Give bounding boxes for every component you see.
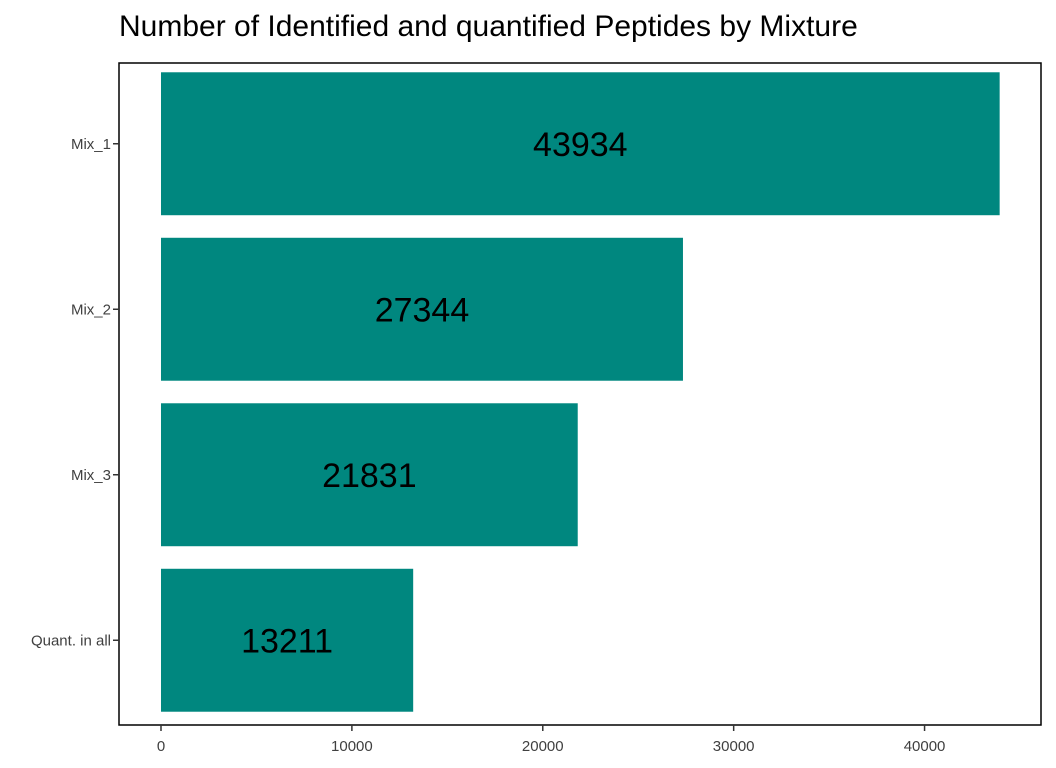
x-axis: 0 10000 20000 30000 40000 bbox=[157, 725, 946, 755]
x-tick-label: 30000 bbox=[713, 738, 755, 755]
bar-value-label: 43934 bbox=[533, 126, 628, 164]
bar-value-label: 13211 bbox=[241, 622, 333, 660]
y-tick-label: Mix_3 bbox=[71, 467, 111, 484]
y-tick-label: Mix_2 bbox=[71, 301, 111, 318]
x-tick-label: 10000 bbox=[331, 738, 373, 755]
bar bbox=[160, 72, 1000, 216]
plot-panel-border bbox=[118, 62, 1042, 726]
bar bbox=[160, 403, 578, 547]
bar-value-label: 27344 bbox=[375, 291, 470, 329]
x-tick-label: 20000 bbox=[522, 738, 564, 755]
data-labels-group: 43934 27344 21831 13211 bbox=[241, 126, 628, 661]
x-tick-label: 0 bbox=[157, 738, 165, 755]
y-tick-label: Quant. in all bbox=[31, 632, 111, 649]
bar bbox=[160, 237, 683, 381]
bars-group bbox=[160, 72, 1000, 712]
bar bbox=[160, 568, 414, 712]
y-tick-label: Mix_1 bbox=[71, 136, 111, 153]
y-axis: Mix_1 Mix_2 Mix_3 Quant. in all bbox=[31, 136, 119, 649]
chart-title: Number of Identified and quantified Pept… bbox=[119, 10, 858, 43]
bar-value-label: 21831 bbox=[322, 457, 417, 495]
x-tick-label: 40000 bbox=[904, 738, 946, 755]
